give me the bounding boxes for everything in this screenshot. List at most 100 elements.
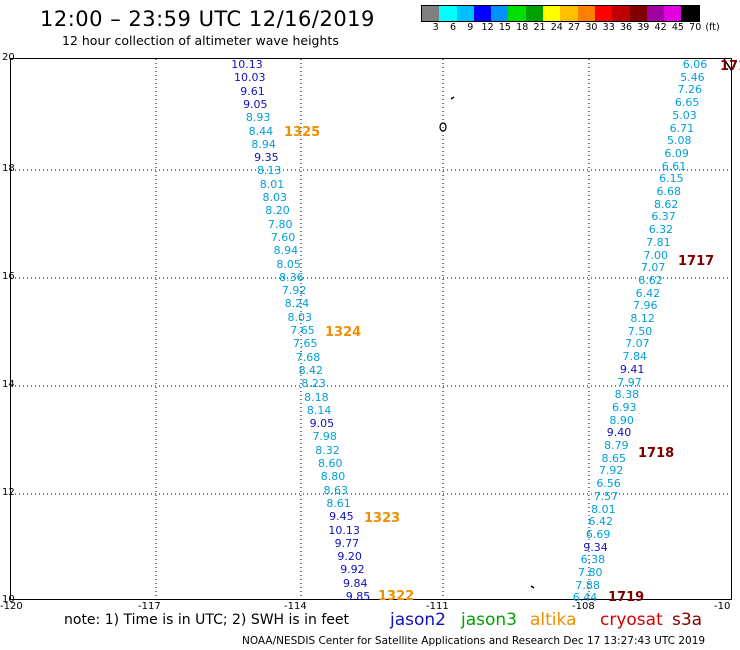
wave-height-value: 6.65: [674, 96, 700, 110]
colorbar-label: 15: [498, 22, 511, 33]
x-tick-label: -108: [572, 601, 595, 612]
wave-height-value: 8.18: [304, 390, 329, 404]
x-tick-label: -10: [714, 601, 731, 612]
wave-height-value: 7.68: [295, 350, 321, 364]
colorbar-label: 27: [568, 22, 581, 33]
map-grid: [11, 59, 731, 599]
wave-height-value: 9.41: [619, 362, 645, 376]
legend-entry-jason3: jason3: [461, 610, 517, 630]
wave-height-value: 9.77: [334, 536, 360, 550]
wave-height-value: 6.71: [669, 121, 695, 135]
wave-height-value: 7.26: [677, 83, 703, 97]
wave-height-value: 9.20: [337, 550, 362, 564]
y-tick-label: 18: [2, 163, 15, 174]
wave-height-value: 7.92: [281, 284, 307, 298]
pass-number-label: 171: [720, 59, 740, 74]
x-tick-label: -120: [0, 601, 23, 612]
y-tick-label: 10: [2, 594, 15, 605]
pass-number-label: 1718: [638, 446, 675, 461]
wave-height-value: 9.92: [340, 563, 365, 577]
wave-height-value: 9.05: [309, 417, 335, 431]
wave-height-value: 7.81: [646, 235, 671, 249]
wave-height-value: 5.08: [667, 134, 692, 148]
wave-height-value: 9.05: [243, 97, 268, 111]
wave-height-value: 6.69: [585, 527, 611, 541]
wave-height-value: 9.34: [583, 540, 608, 554]
wave-height-value: 8.94: [273, 244, 299, 258]
coastline-mark: [723, 59, 731, 71]
legend-entry-jason2: jason2: [390, 610, 446, 630]
wave-height-value: 9.61: [240, 84, 265, 98]
wave-height-value: 8.60: [318, 457, 343, 470]
colorbar-label: 36: [619, 22, 633, 33]
wave-height-value: 8.79: [604, 439, 629, 452]
x-tick-label: -114: [284, 601, 307, 612]
colorbar-swatch: [508, 6, 526, 21]
wave-height-value: 7.88: [575, 578, 600, 592]
map-panel: [10, 58, 732, 600]
wave-height-value: 7.96: [632, 299, 658, 313]
wave-height-value: 9.85: [345, 590, 371, 603]
colorbar-swatch: [473, 6, 492, 21]
wave-height-value: 6.09: [664, 146, 689, 160]
wave-height-value: 8.44: [248, 124, 274, 138]
wave-height-value: 6.61: [661, 159, 687, 173]
wave-height-value: 8.12: [630, 312, 655, 325]
y-tick-label: 12: [2, 487, 15, 498]
wave-height-value: 8.20: [265, 204, 290, 218]
wave-height-value: 8.61: [326, 496, 351, 510]
colorbar-label: 18: [516, 22, 529, 33]
wave-height-value: 6.06: [682, 58, 708, 71]
wave-height-value: 8.65: [601, 451, 627, 465]
colorbar-swatch: [577, 6, 595, 21]
wave-height-value: 6.56: [596, 477, 621, 491]
wave-height-value: 6.32: [648, 223, 674, 237]
colorbar-swatch: [612, 6, 630, 21]
colorbar-label: 24: [550, 22, 563, 33]
wave-height-value: 8.62: [653, 197, 679, 211]
pass-number-label: 1717: [678, 254, 715, 269]
wave-height-value: 6.68: [656, 185, 682, 198]
wave-height-value: 8.42: [298, 363, 324, 377]
colorbar-swatch: [681, 6, 699, 21]
credit-line: NOAA/NESDIS Center for Satellite Applica…: [242, 635, 706, 647]
wave-height-value: 7.07: [625, 337, 650, 351]
wave-height-value: 7.65: [290, 324, 315, 337]
colorbar-label: 21: [533, 22, 546, 33]
wave-height-value: 10.03: [234, 71, 266, 85]
wave-height-value: 9.45: [329, 510, 354, 524]
colorbar-swatch: [629, 6, 647, 21]
wave-height-value: 8.05: [276, 257, 301, 271]
colorbar-label: 70: [689, 22, 702, 33]
map-subtitle: 12 hour collection of altimeter wave hei…: [62, 33, 339, 48]
wave-height-value: 8.01: [591, 502, 616, 516]
wave-height-value: 8.94: [251, 137, 276, 151]
wave-height-value: 6.62: [638, 273, 663, 287]
wave-height-value: 6.42: [635, 286, 661, 300]
legend-entry-s3a: s3a: [672, 610, 703, 630]
y-tick-label: 20: [2, 52, 15, 63]
colorbar-label: 42: [654, 22, 667, 33]
wave-height-value: 7.60: [270, 230, 296, 244]
wave-height-value: 8.80: [320, 470, 346, 484]
colorbar-swatch: [422, 6, 440, 21]
wave-height-value: 8.38: [614, 388, 640, 402]
map-title: 12:00 – 23:59 UTC 12/16/2019: [40, 7, 375, 31]
swh-colorbar: [421, 5, 700, 22]
colorbar-label: 12: [481, 22, 494, 33]
island-mark: [450, 96, 455, 100]
colorbar-label: 6: [449, 22, 457, 33]
wave-height-value: 8.03: [287, 310, 312, 324]
wave-height-value: 10.13: [231, 58, 263, 71]
y-tick-label: 14: [2, 379, 15, 390]
wave-height-value: 6.42: [588, 515, 613, 529]
wave-height-value: 7.00: [643, 248, 668, 262]
colorbar-label: 39: [637, 22, 650, 33]
wave-height-value: 7.57: [593, 489, 619, 503]
island-mark: [439, 122, 447, 132]
pass-number-label: 1323: [364, 511, 401, 526]
colorbar-swatch: [439, 6, 457, 21]
wave-height-value: 8.13: [256, 164, 282, 178]
colorbar-swatch: [456, 6, 474, 21]
wave-height-value: 9.84: [342, 576, 368, 590]
